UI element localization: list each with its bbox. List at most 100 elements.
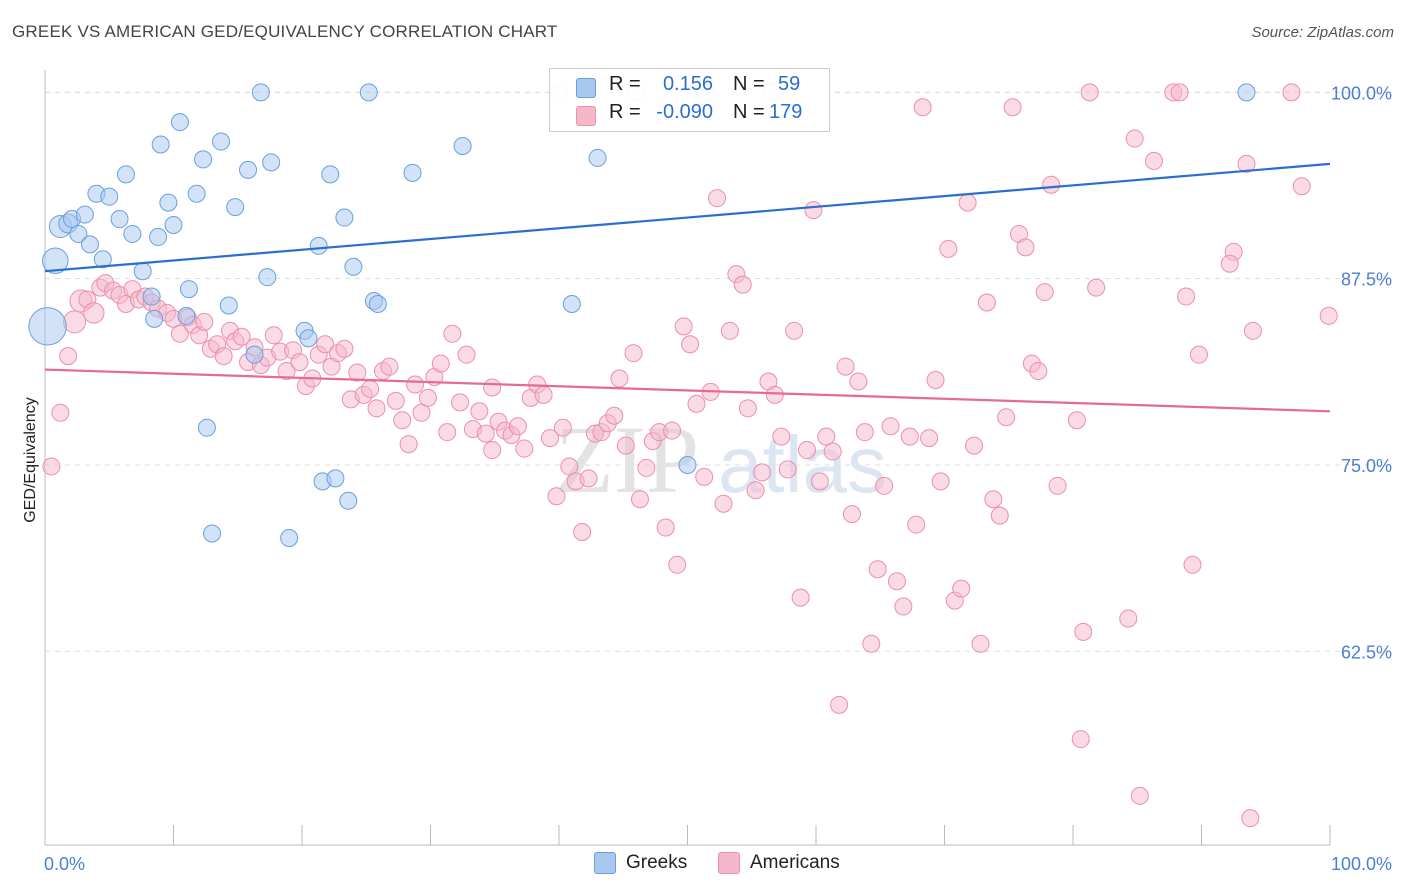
greeks-point [100,187,119,206]
americans-point [772,427,791,446]
americans-point [393,411,412,430]
americans-point [708,189,727,208]
americans-point [765,385,784,404]
americans-point [778,460,797,479]
americans-point [1048,476,1067,495]
americans-point [738,399,757,418]
greeks-point [159,193,178,212]
americans-point [823,442,842,461]
n-label: N = [733,73,765,95]
americans-point [443,324,462,343]
greeks-point [219,296,238,315]
americans-point [842,505,861,524]
americans-point [746,481,765,500]
americans-point [1243,321,1262,340]
americans-point [195,312,214,331]
americans-point [610,369,629,388]
x-tick-label-max: 100.0% [1331,854,1392,874]
americans-point [939,239,958,258]
americans-point [483,378,502,397]
americans-point [958,193,977,212]
americans-point [830,695,849,714]
americans-point [804,201,823,220]
americans-point [1125,129,1144,148]
greeks-point [335,208,354,227]
americans-point [1119,609,1138,628]
americans-point [348,363,367,382]
r-label: R = [609,101,641,123]
y-tick-labels: 62.5% 75.0% 87.5% 100.0% [1331,83,1392,662]
y-tick-label: 75.0% [1341,456,1392,476]
americans-point [907,515,926,534]
n-value: 179 [769,101,803,123]
americans-point [1237,154,1256,173]
americans-point [547,487,566,506]
r-value: -0.090 [656,101,713,123]
americans-point [798,441,817,460]
americans-point [1003,98,1022,117]
americans-point [1067,411,1086,430]
americans-point [605,406,624,425]
legend-row-americans: R = -0.090 N = 179 [550,101,829,129]
greeks-point [133,262,152,281]
greeks-point [203,524,222,543]
greeks-point [179,280,198,299]
americans-point [553,418,572,437]
greeks-point [344,257,363,276]
greeks-point [403,163,422,182]
americans-point [335,339,354,358]
greeks-point [299,329,318,348]
americans-point [380,357,399,376]
n-label: N = [733,101,765,123]
greeks-point [309,236,328,255]
americans-point [1189,345,1208,364]
greeks-point [359,83,378,102]
americans-point [534,385,553,404]
r-label: R = [609,73,641,95]
americans-point [1029,362,1048,381]
greeks-legend-swatch [594,852,616,874]
americans-point [656,518,675,537]
greeks-point [145,309,164,328]
americans-point [1319,306,1338,325]
americans-point [931,472,950,491]
americans-point [1035,283,1054,302]
greeks-point [262,153,281,172]
americans-point [1241,809,1260,828]
greeks-point [75,205,94,224]
americans-point [687,394,706,413]
americans-point [695,467,714,486]
greeks-points [28,83,1256,547]
americans-point [1177,287,1196,306]
americans-point [361,379,380,398]
americans-point [637,458,656,477]
stats-legend: R = 0.156 N = 59 R = -0.090 N = 179 [549,68,830,132]
americans-point [1183,555,1202,574]
americans-point [862,634,881,653]
americans-point [926,371,945,389]
americans-point [412,403,431,422]
americans-point [849,372,868,391]
greeks-point [151,135,170,154]
greeks-point [678,455,697,474]
americans-point [984,490,1003,509]
americans-point [855,423,874,442]
americans-legend-swatch [718,852,740,874]
greeks-point [321,165,340,184]
americans-point [316,335,335,354]
greeks-point [80,235,99,254]
source-label: Source: ZipAtlas.com [1251,24,1394,41]
americans-point [51,403,70,422]
americans-point [1144,151,1163,170]
y-tick-label: 87.5% [1341,270,1392,290]
americans-point [990,506,1009,525]
americans-point [952,579,971,598]
americans-point [791,588,810,607]
greeks-point [170,113,189,132]
greeks-point [194,150,213,169]
americans-point [214,347,233,366]
greeks-point [239,160,258,179]
americans-swatch [576,106,596,126]
americans-point [881,417,900,436]
americans-point [483,441,502,460]
